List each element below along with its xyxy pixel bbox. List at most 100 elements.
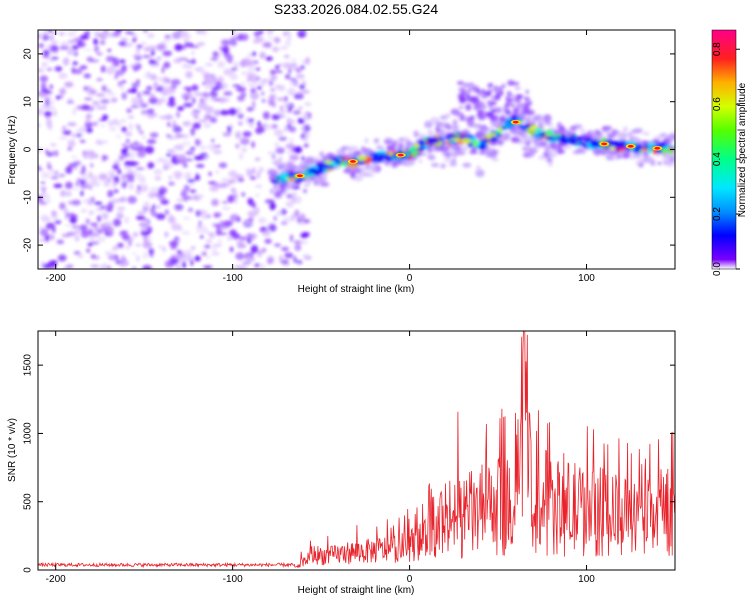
heatmap-noise-blob [54,170,59,176]
heatmap-noise-blob [59,136,68,140]
heatmap-ridge-core [658,142,667,148]
heatmap-noise-blob [107,266,111,269]
heatmap-noise-blob [168,96,175,104]
heatmap-ridge-halo [618,132,626,137]
heatmap-noise-blob [255,193,260,198]
heatmap-noise-blob [211,251,221,256]
heatmap-noise-blob [215,228,223,236]
heatmap-ridge-halo [521,145,532,152]
heatmap-noise-blob [251,78,259,83]
heatmap-noise-blob [71,155,77,159]
heatmap-noise-blob [97,215,102,223]
heatmap-noise-blob [41,186,46,195]
heatmap-noise-blob [75,105,86,111]
heatmap-noise-blob [178,134,185,138]
heatmap-noise-blob [38,226,45,230]
heatmap-noise-blob [142,54,151,59]
heatmap-noise-blob [90,163,94,168]
heatmap-noise-blob [190,259,194,266]
heatmap-noise-blob [271,124,278,129]
heatmap-noise-blob [177,255,187,262]
heatmap-noise-blob [288,69,292,74]
heatmap-noise-blob [208,232,216,239]
heatmap-ridge-halo [659,133,668,137]
heatmap-ridge-halo [608,151,618,156]
heatmap-noise-blob [219,109,230,116]
heatmap-noise-blob [39,75,49,83]
heatmap-noise-blob [261,91,265,96]
heatmap-noise-blob [38,43,45,49]
heatmap-ridge-halo [416,133,427,138]
heatmap-noise-blob [233,265,243,269]
heatmap-noise-blob [251,141,255,149]
heatmap-noise-blob [96,236,107,243]
heatmap-upper-blob [461,116,465,122]
heatmap-noise-blob [114,69,125,76]
heatmap-noise-blob [105,55,116,63]
heatmap-noise-blob [79,169,86,176]
heatmap-ridge-halo [321,172,328,180]
heatmap-noise-blob [303,136,309,143]
heatmap-noise-blob [135,167,145,170]
heatmap-ridge-core [447,139,456,145]
heatmap-ridge-halo [529,137,535,143]
heatmap-upper-blob [510,103,516,108]
heatmap-ridge-core [356,155,367,162]
heatmap-noise-blob [233,61,239,70]
heatmap-noise-blob [88,235,95,242]
heatmap-noise-blob [227,171,237,177]
heatmap-ridge-halo [491,157,499,162]
heatmap-noise-blob [271,155,278,159]
heatmap-noise-blob [148,247,155,256]
heatmap-noise-blob [264,238,272,244]
heatmap-noise-blob [271,114,280,121]
heatmap-ridge-halo [350,145,359,151]
spectrogram-ytick-label: 10 [23,96,34,108]
heatmap-ridge-core [427,140,435,145]
heatmap-noise-blob [108,127,117,131]
heatmap-noise-blob [58,173,66,177]
heatmap-noise-blob [293,146,303,154]
heatmap-noise-blob [278,115,285,118]
heatmap-noise-blob [195,164,205,168]
heatmap-noise-blob [273,37,281,44]
heatmap-noise-blob [192,122,202,130]
heatmap-noise-blob [190,127,196,136]
snr-xtick-label: -100 [223,574,243,585]
heatmap-upper-blob [503,103,509,108]
heatmap-noise-blob [239,137,250,146]
heatmap-noise-blob [272,46,280,52]
heatmap-upper-blob [503,107,508,113]
heatmap-ridge-core [576,135,584,141]
colorbar-tick-label: 0.4 [712,152,723,166]
heatmap-noise-blob [50,35,54,41]
heatmap-noise-blob [246,256,255,263]
heatmap-ridge-core [556,133,562,138]
heatmap-noise-blob [204,97,210,102]
heatmap-noise-blob [119,155,124,161]
heatmap-noise-blob [224,40,233,45]
heatmap-noise-blob [301,125,305,133]
heatmap-noise-blob [206,80,214,88]
snr-xtick-label: 100 [578,574,595,585]
heatmap-ridge-halo [638,162,644,168]
heatmap-noise-blob [213,98,222,102]
heatmap-noise-blob [262,231,271,237]
heatmap-ridge-halo [558,148,566,154]
spectrogram-ytick-label: 0 [23,146,34,152]
heatmap-upper-blob [495,90,499,95]
heatmap-noise-blob [297,106,303,110]
heatmap-noise-blob [95,139,102,145]
heatmap-ridge-halo [360,166,366,175]
heatmap-noise-blob [175,263,182,269]
heatmap-noise-blob [89,59,100,63]
heatmap-noise-blob [283,54,290,58]
heatmap-ridge-halo [285,163,292,168]
heatmap-noise-blob [286,117,291,125]
heatmap-noise-blob [135,215,146,221]
heatmap-upper-blob [517,94,524,99]
heatmap-noise-blob [289,234,294,242]
heatmap-noise-blob [133,33,138,37]
heatmap-noise-blob [149,207,156,215]
heatmap-noise-blob [300,65,305,70]
